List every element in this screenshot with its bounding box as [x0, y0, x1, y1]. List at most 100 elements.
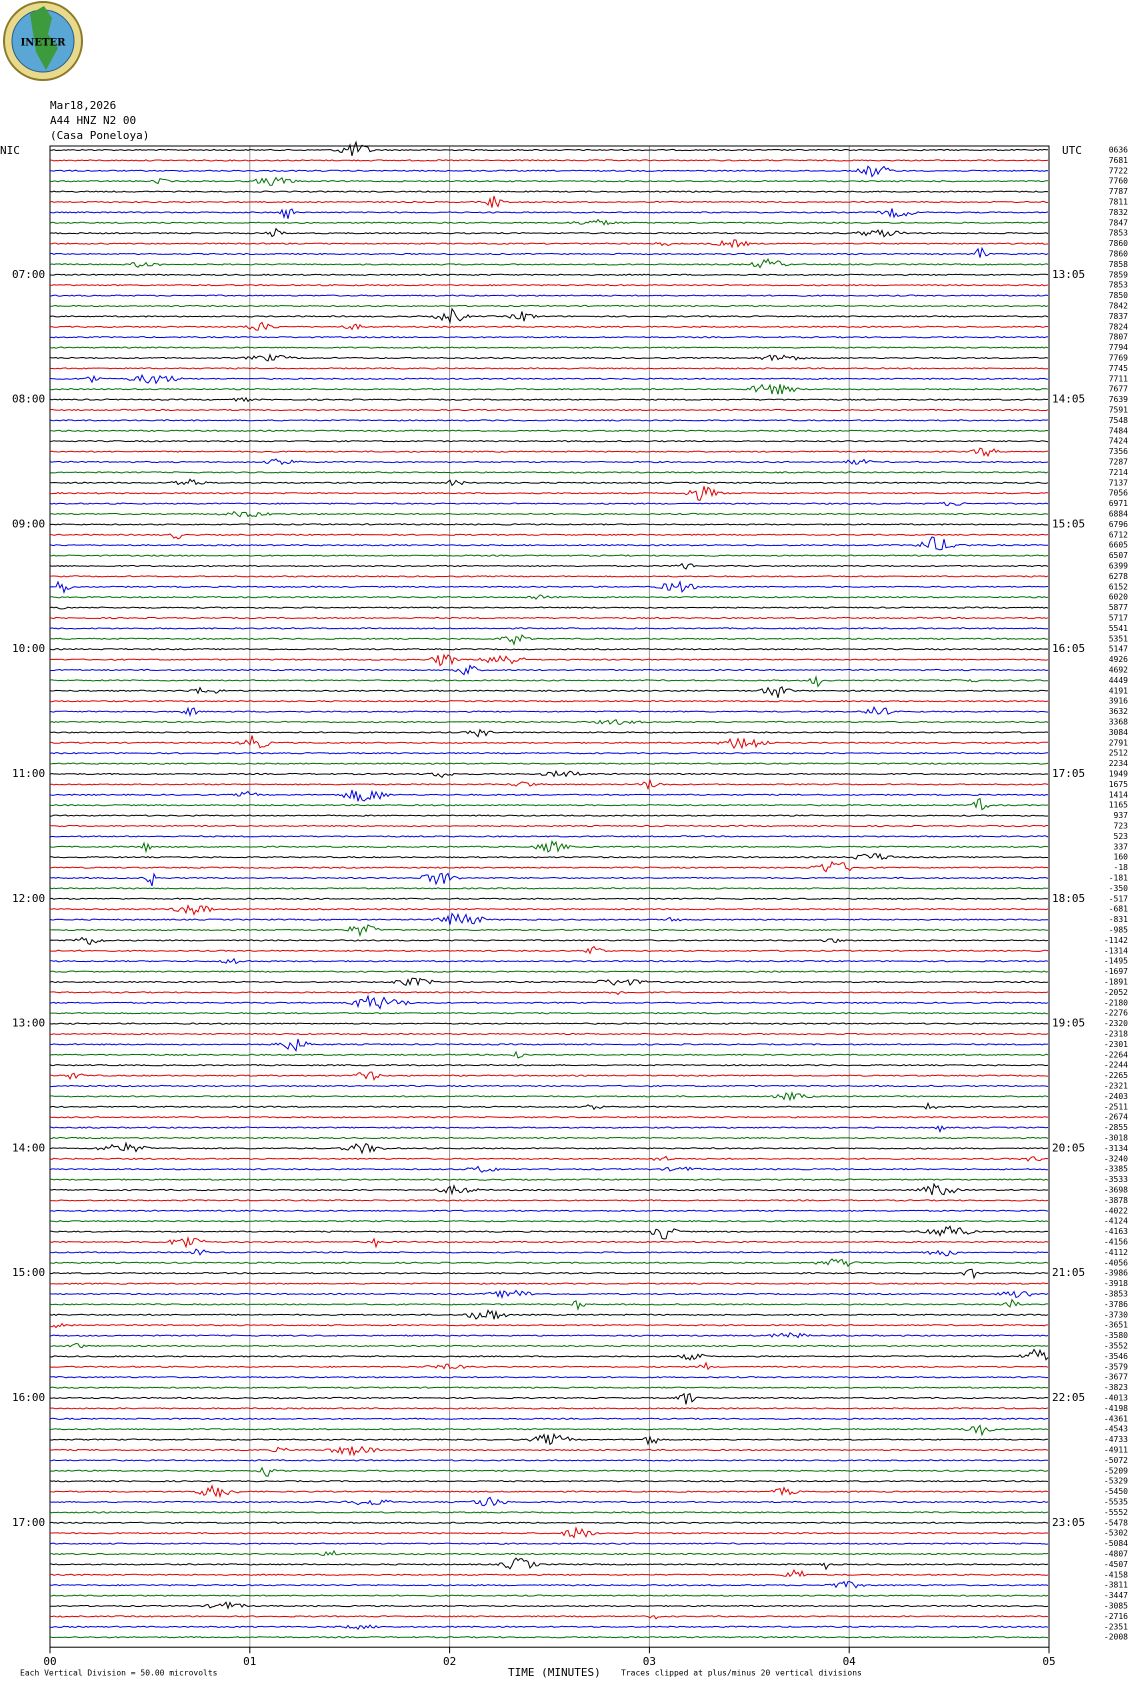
trace — [49, 1332, 1049, 1339]
trace-label: -18 — [1114, 863, 1129, 872]
trace — [49, 575, 1049, 578]
hour-label-left: 11:00 — [12, 767, 45, 780]
trace — [49, 762, 1049, 765]
hour-label-left: 09:00 — [12, 517, 45, 530]
trace — [49, 912, 1049, 925]
trace — [49, 897, 1049, 900]
trace-label: 1949 — [1109, 770, 1128, 779]
trace-label: 7850 — [1109, 291, 1128, 300]
trace — [49, 195, 1049, 208]
trace-label: -2276 — [1104, 1009, 1128, 1018]
trace — [49, 321, 1049, 331]
trace-label: -3651 — [1104, 1321, 1128, 1330]
trace — [49, 580, 1049, 594]
trace-label: 6152 — [1109, 582, 1128, 591]
hour-label-left: 15:00 — [12, 1266, 45, 1279]
trace-label: -3018 — [1104, 1134, 1128, 1143]
trace — [49, 190, 1049, 193]
trace — [49, 1165, 1049, 1173]
axis-title: TIME (MINUTES) — [508, 1666, 601, 1679]
x-label: 02 — [443, 1655, 456, 1668]
trace-label: -3385 — [1104, 1165, 1128, 1174]
trace — [50, 140, 1048, 157]
hour-label-left: 07:00 — [12, 268, 45, 281]
trace-label: 7853 — [1109, 281, 1128, 290]
trace-label: 3084 — [1109, 728, 1128, 737]
trace-label: -2318 — [1104, 1030, 1128, 1039]
trace — [49, 945, 1049, 955]
trace — [49, 1322, 1049, 1329]
trace-label: -4022 — [1104, 1206, 1128, 1215]
trace — [49, 797, 1049, 811]
trace — [49, 346, 1049, 349]
trace-label: 7811 — [1109, 198, 1128, 207]
trace-label: 6507 — [1109, 551, 1128, 560]
trace — [49, 1526, 1049, 1539]
trace — [49, 159, 1049, 162]
trace — [49, 1624, 1049, 1631]
trace — [49, 1376, 1049, 1379]
x-label: 01 — [243, 1655, 256, 1668]
trace — [49, 977, 1049, 987]
trace-label: -3085 — [1104, 1602, 1128, 1611]
trace-label: 7745 — [1109, 364, 1128, 373]
trace-label: 5541 — [1109, 624, 1128, 633]
trace — [49, 936, 1049, 946]
plot-frame — [49, 145, 1050, 1648]
trace — [49, 1601, 1049, 1610]
trace-label: -5209 — [1104, 1466, 1128, 1475]
trace — [49, 1424, 1049, 1437]
trace — [49, 594, 1049, 600]
trace-label: -517 — [1109, 894, 1128, 903]
trace — [49, 627, 1049, 630]
trace — [49, 471, 1049, 474]
trace — [49, 1220, 1049, 1223]
trace-label: 6712 — [1109, 530, 1128, 539]
trace — [49, 1038, 1049, 1052]
trace — [49, 686, 1049, 698]
trace — [49, 606, 1049, 610]
trace-label: -1142 — [1104, 936, 1128, 945]
trace — [49, 1178, 1049, 1181]
hour-label-left: 12:00 — [12, 892, 45, 905]
trace — [49, 1289, 1049, 1300]
trace — [49, 752, 1049, 755]
trace — [50, 924, 1049, 938]
trace-label: -2855 — [1104, 1123, 1128, 1132]
trace-label: 5877 — [1109, 603, 1128, 612]
trace — [49, 835, 1049, 838]
trace-label: 4926 — [1109, 655, 1128, 664]
trace-label: -3878 — [1104, 1196, 1128, 1205]
trace-label: -3447 — [1104, 1591, 1128, 1600]
trace-label: 7807 — [1109, 333, 1128, 342]
trace-label: 7484 — [1109, 426, 1128, 435]
trace-label: -3240 — [1104, 1154, 1128, 1163]
trace — [49, 478, 1049, 487]
trace-label: -3580 — [1104, 1331, 1128, 1340]
trace-label: -3823 — [1104, 1383, 1128, 1392]
hour-label-left: 08:00 — [12, 393, 45, 406]
trace-label: 160 — [1114, 853, 1129, 862]
trace-label: 7591 — [1109, 406, 1128, 415]
trace — [49, 533, 1049, 540]
trace — [50, 239, 1049, 249]
hour-label-right: 14:05 — [1052, 393, 1085, 406]
trace — [49, 1022, 1049, 1025]
trace-label: 5351 — [1109, 634, 1128, 643]
trace — [49, 554, 1049, 557]
trace — [49, 700, 1049, 703]
trace — [49, 1342, 1049, 1349]
trace-label: -3918 — [1104, 1279, 1128, 1288]
trace-label: -5302 — [1104, 1529, 1128, 1538]
trace-label: 7548 — [1109, 416, 1128, 425]
station: A44 HNZ N2 00 — [50, 114, 136, 127]
trace — [49, 562, 1049, 570]
trace — [49, 719, 1049, 726]
trace-label: 5717 — [1109, 614, 1128, 623]
trace-label: 7794 — [1109, 343, 1128, 352]
trace-label: -1891 — [1104, 978, 1128, 987]
trace-label: -4807 — [1104, 1550, 1128, 1559]
trace — [49, 1071, 1049, 1081]
trace — [49, 373, 1049, 385]
